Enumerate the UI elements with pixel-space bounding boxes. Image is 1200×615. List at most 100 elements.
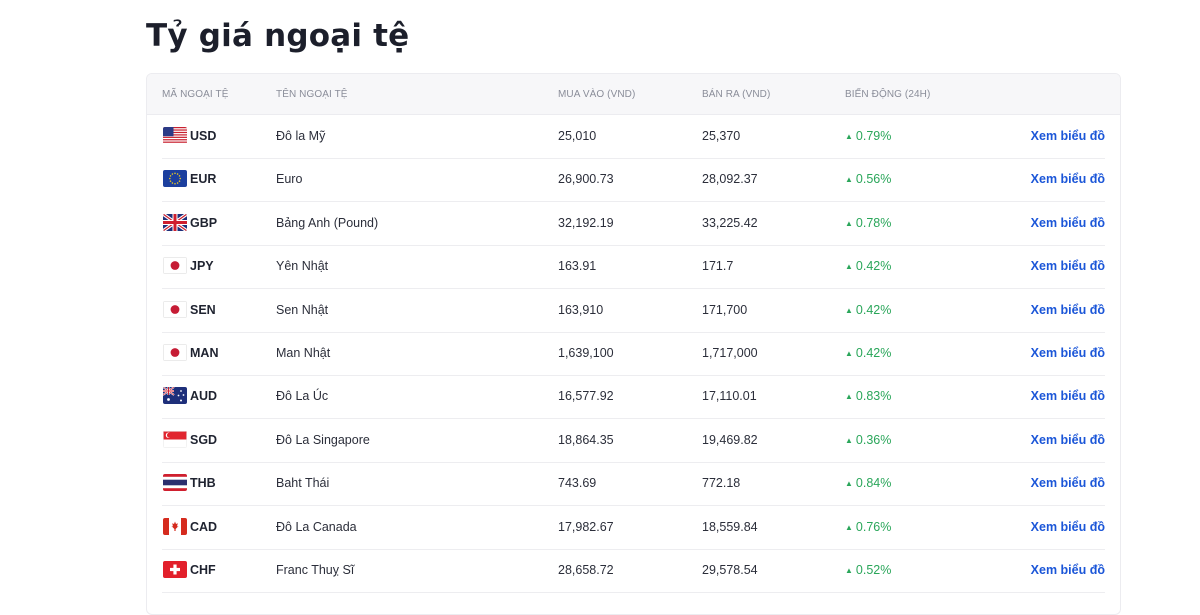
currency-name: Franc Thuỵ Sĩ bbox=[276, 563, 355, 577]
currency-code: MAN bbox=[190, 346, 219, 360]
up-arrow-icon: ▲ bbox=[845, 349, 853, 358]
change-24h: ▲ 0.36% bbox=[845, 433, 891, 447]
table-row: THB Baht Thái 743.69 772.18 ▲ 0.84% Xem biểu đ… bbox=[162, 462, 1105, 507]
view-chart-link[interactable]: Xem biểu đồ bbox=[1030, 476, 1105, 491]
change-24h: ▲ 0.42% bbox=[845, 259, 891, 273]
change-value: 0.42% bbox=[855, 302, 892, 317]
table-row: EUR Euro 26,900.73 28,092.37 ▲ 0.56% Xem biểu … bbox=[162, 158, 1105, 203]
sell-rate: 1,717,000 bbox=[702, 346, 758, 360]
currency-name: Sen Nhật bbox=[276, 302, 329, 317]
buy-rate: 163.91 bbox=[558, 259, 597, 274]
buy-rate: 28,658.72 bbox=[558, 563, 614, 577]
table-row: CHF Franc Thuỵ Sĩ 28,658.72 29,578.54 ▲ 0.52%… bbox=[162, 549, 1105, 593]
table-header: MÃ NGOẠI TỆ TÊN NGOẠI TỆ MUA VÀO (VND) B… bbox=[147, 74, 1120, 115]
up-arrow-icon: ▲ bbox=[845, 392, 853, 402]
sell-rate: 18,559.84 bbox=[702, 519, 758, 534]
change-24h: ▲ 0.52% bbox=[845, 563, 891, 577]
change-24h: ▲ 0.78% bbox=[845, 216, 891, 230]
table-row: AUD Đô La Úc 16,577.92 17,110.01 ▲ 0.83% Xem b… bbox=[162, 375, 1105, 420]
buy-rate: 1,639,100 bbox=[558, 346, 614, 360]
table-row: GBP Bảng Anh (Pound) 32,192.19 33,225.42 ▲ 0.… bbox=[162, 202, 1105, 246]
page-title: Tỷ giá ngoại tệ bbox=[146, 18, 410, 54]
th-flag-icon bbox=[163, 474, 187, 492]
buy-rate: 163,910 bbox=[558, 302, 604, 317]
buy-rate: 17,982.67 bbox=[558, 519, 614, 534]
currency-code: GBP bbox=[190, 215, 218, 230]
sell-rate: 29,578.54 bbox=[702, 563, 758, 577]
view-chart-link[interactable]: Xem biểu đồ bbox=[1030, 563, 1105, 577]
jp-flag-icon bbox=[163, 257, 187, 275]
currency-code: AUD bbox=[190, 389, 218, 404]
header-name: TÊN NGOẠI TỆ bbox=[276, 89, 348, 100]
change-value: 0.56% bbox=[855, 172, 892, 187]
table-row: SGD Đô La Singapore 18,864.35 19,469.82 ▲ 0.3… bbox=[162, 419, 1105, 463]
currency-code: USD bbox=[190, 129, 217, 143]
view-chart-link[interactable]: Xem biểu đồ bbox=[1030, 432, 1105, 447]
currency-code: CHF bbox=[190, 563, 216, 577]
currency-name: Baht Thái bbox=[276, 476, 330, 491]
view-chart-link[interactable]: Xem biểu đồ bbox=[1030, 302, 1105, 317]
currency-name: Bảng Anh (Pound) bbox=[276, 215, 379, 230]
up-arrow-icon: ▲ bbox=[845, 435, 853, 445]
view-chart-link[interactable]: Xem biểu đồ bbox=[1030, 259, 1105, 274]
header-code: MÃ NGOẠI TỆ bbox=[162, 89, 229, 100]
sg-flag-icon bbox=[163, 430, 187, 448]
header-change: BIẾN ĐỘNG (24H) bbox=[845, 89, 931, 100]
buy-rate: 32,192.19 bbox=[558, 215, 614, 230]
currency-code: SGD bbox=[190, 432, 218, 447]
currency-code: JPY bbox=[190, 259, 214, 274]
sell-rate: 25,370 bbox=[702, 129, 741, 143]
jp-flag-icon bbox=[163, 344, 187, 361]
jp-flag-icon bbox=[163, 300, 187, 318]
up-arrow-icon: ▲ bbox=[845, 522, 853, 532]
view-chart-link[interactable]: Xem biểu đồ bbox=[1030, 519, 1105, 534]
currency-name: Đô la Mỹ bbox=[276, 129, 326, 143]
buy-rate: 18,864.35 bbox=[558, 432, 614, 447]
buy-rate: 743.69 bbox=[558, 476, 597, 491]
table-row: USD Đô la Mỹ 25,010 25,370 ▲ 0.79% Xem biểu đồ bbox=[162, 115, 1105, 159]
au-flag-icon bbox=[163, 387, 187, 405]
change-value: 0.42% bbox=[855, 346, 892, 360]
up-arrow-icon: ▲ bbox=[845, 305, 853, 315]
currency-code: THB bbox=[190, 476, 216, 491]
change-value: 0.83% bbox=[855, 389, 892, 404]
sell-rate: 19,469.82 bbox=[702, 432, 758, 447]
currency-name: Man Nhật bbox=[276, 346, 331, 360]
buy-rate: 26,900.73 bbox=[558, 172, 614, 187]
change-24h: ▲ 0.84% bbox=[845, 476, 891, 490]
up-arrow-icon: ▲ bbox=[845, 566, 853, 575]
sell-rate: 33,225.42 bbox=[702, 215, 758, 230]
currency-name: Yên Nhật bbox=[276, 259, 329, 274]
buy-rate: 25,010 bbox=[558, 129, 597, 143]
view-chart-link[interactable]: Xem biểu đồ bbox=[1030, 172, 1105, 187]
sell-rate: 17,110.01 bbox=[702, 389, 757, 404]
change-value: 0.78% bbox=[855, 215, 892, 230]
currency-name: Đô La Canada bbox=[276, 519, 357, 534]
table-row: MAN Man Nhật 1,639,100 1,717,000 ▲ 0.42% Xem b… bbox=[162, 332, 1105, 376]
exchange-rate-table: MÃ NGOẠI TỆ TÊN NGOẠI TỆ MUA VÀO (VND) B… bbox=[146, 73, 1121, 615]
change-24h: ▲ 0.42% bbox=[845, 346, 891, 360]
buy-rate: 16,577.92 bbox=[558, 389, 614, 404]
currency-name: Đô La Úc bbox=[276, 389, 329, 404]
sell-rate: 171,700 bbox=[702, 302, 748, 317]
view-chart-link[interactable]: Xem biểu đồ bbox=[1030, 389, 1105, 404]
ca-flag-icon bbox=[163, 517, 187, 535]
table-row: SEN Sen Nhật 163,910 171,700 ▲ 0.42% Xem biểu … bbox=[162, 289, 1105, 333]
change-24h: ▲ 0.42% bbox=[845, 303, 891, 317]
currency-code: CAD bbox=[190, 519, 218, 534]
up-arrow-icon: ▲ bbox=[845, 175, 853, 185]
header-buy: MUA VÀO (VND) bbox=[558, 89, 636, 100]
change-value: 0.79% bbox=[855, 129, 892, 143]
up-arrow-icon: ▲ bbox=[845, 132, 853, 141]
view-chart-link[interactable]: Xem biểu đồ bbox=[1030, 346, 1105, 360]
eu-flag-icon bbox=[163, 170, 187, 188]
change-value: 0.76% bbox=[855, 519, 892, 534]
view-chart-link[interactable]: Xem biểu đồ bbox=[1030, 215, 1105, 230]
change-value: 0.84% bbox=[855, 476, 892, 491]
up-arrow-icon: ▲ bbox=[845, 479, 853, 489]
view-chart-link[interactable]: Xem biểu đồ bbox=[1030, 129, 1105, 143]
change-24h: ▲ 0.83% bbox=[845, 389, 891, 403]
currency-code: EUR bbox=[190, 172, 217, 187]
change-value: 0.52% bbox=[855, 563, 892, 577]
change-value: 0.42% bbox=[855, 259, 892, 274]
